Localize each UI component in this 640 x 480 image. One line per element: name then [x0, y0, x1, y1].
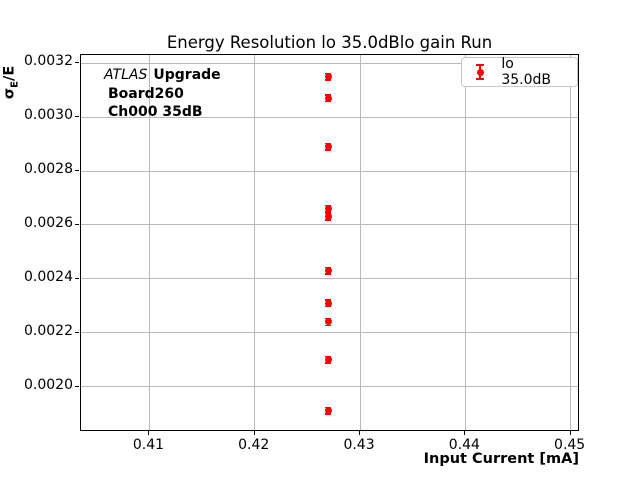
x-tick-mark: [569, 431, 571, 435]
x-gridline: [464, 55, 466, 430]
y-tick-label: 0.0032: [24, 53, 73, 70]
legend-errorbar-cap-bottom: [476, 78, 484, 80]
legend-marker-dot: [476, 68, 484, 76]
legend: lo 35.0dB: [461, 56, 578, 88]
y-gridline: [81, 224, 578, 226]
y-gridline: [81, 332, 578, 334]
x-tick-label: 0.42: [238, 437, 270, 453]
experiment-phase: Upgrade: [153, 67, 221, 83]
y-tick-mark: [75, 277, 79, 279]
y-gridline: [81, 278, 578, 280]
data-point: [324, 213, 332, 221]
x-tick-label: 0.41: [132, 437, 165, 453]
y-tick-mark: [75, 170, 79, 172]
data-point: [324, 299, 332, 307]
corner-label-line2: Board260: [108, 85, 184, 102]
x-tick-mark: [464, 431, 466, 435]
x-tick-mark: [148, 431, 150, 435]
data-point: [324, 356, 332, 364]
errorbar-cap: [325, 79, 332, 81]
data-point: [324, 73, 332, 81]
y-gridline: [81, 116, 578, 118]
data-point: [324, 407, 332, 415]
errorbar-cap: [325, 149, 332, 151]
x-gridline: [148, 55, 150, 430]
x-axis-label: Input Current [mA]: [423, 451, 579, 467]
x-tick-label: 0.44: [448, 437, 480, 453]
data-point: [324, 318, 332, 326]
legend-errorbar-marker-icon: [472, 62, 487, 82]
legend-errorbar-cap-top: [476, 64, 484, 66]
y-tick-mark: [75, 116, 79, 118]
y-axis-label-rest: /E: [1, 65, 18, 81]
y-tick-mark: [75, 385, 79, 387]
y-tick-label: 0.0022: [24, 322, 73, 339]
data-point: [324, 267, 332, 275]
data-point: [324, 143, 332, 151]
corner-label-line3: Ch000 35dB: [108, 104, 203, 120]
y-axis-label-subscript: E: [9, 80, 21, 88]
errorbar-cap: [325, 273, 332, 275]
y-tick-label: 0.0024: [24, 268, 73, 285]
x-gridline: [254, 55, 256, 430]
corner-label-line1: ATLAS Upgrade: [104, 66, 221, 85]
errorbar-cap: [325, 413, 332, 415]
y-tick-label: 0.0030: [24, 107, 73, 124]
legend-label: lo 35.0dB: [501, 56, 551, 88]
x-tick-mark: [253, 431, 255, 435]
y-gridline: [81, 386, 578, 388]
data-point: [324, 94, 332, 102]
y-tick-label: 0.0026: [24, 214, 73, 231]
x-gridline: [570, 55, 572, 430]
x-gridline: [359, 55, 361, 430]
y-tick-mark: [75, 62, 79, 64]
errorbar-cap: [325, 219, 332, 221]
y-tick-label: 0.0020: [24, 376, 73, 393]
experiment-name: ATLAS: [104, 67, 148, 83]
y-tick-mark: [75, 223, 79, 225]
x-tick-label: 0.45: [554, 437, 586, 453]
plot-area: ATLAS Upgrade Board260 Ch000 35dB lo 35.0…: [80, 54, 579, 431]
x-tick-mark: [359, 431, 361, 435]
y-gridline: [81, 62, 578, 64]
errorbar-cap: [325, 324, 332, 326]
corner-label: ATLAS Upgrade Board260 Ch000 35dB: [104, 66, 221, 122]
x-tick-label: 0.43: [343, 437, 375, 453]
errorbar-cap: [325, 211, 332, 213]
data-point: [324, 205, 332, 213]
y-gridline: [81, 170, 578, 172]
y-axis-label-sigma: σ: [1, 87, 18, 100]
chart-title: Energy Resolution lo 35.0dBlo gain Run: [166, 33, 493, 52]
y-tick-mark: [75, 331, 79, 333]
y-tick-label: 0.0028: [24, 161, 73, 178]
